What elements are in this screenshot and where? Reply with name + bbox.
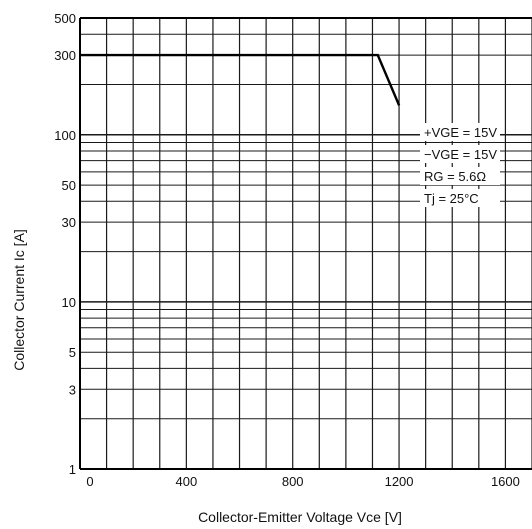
y-tick-label: 10: [62, 295, 76, 310]
annotation-background: [420, 145, 500, 163]
y-tick-label: 50: [62, 178, 76, 193]
y-axis-label: Collector Current Ic [A]: [11, 229, 27, 371]
x-tick-label: 0: [86, 474, 93, 489]
x-tick-label: 800: [282, 474, 304, 489]
y-tick-label: 100: [54, 128, 76, 143]
x-axis-label: Collector-Emitter Voltage Vce [V]: [198, 509, 402, 525]
annotation-text: RG = 5.6Ω: [424, 169, 486, 184]
annotation-background: [420, 189, 500, 207]
annotation-background: [420, 123, 500, 141]
annotation-text: +VGE = 15V: [424, 125, 497, 140]
annotation-text: −VGE = 15V: [424, 147, 497, 162]
plot-frame: [79, 17, 532, 470]
series-group: [80, 53, 401, 106]
x-tick-label: 400: [176, 474, 198, 489]
y-tick-label: 500: [54, 11, 76, 26]
y-tick-label: 300: [54, 48, 76, 63]
y-tick-label: 1: [69, 462, 76, 477]
annotations: +VGE = 15V −VGE = 15V RG = 5.6Ω Tj = 25°C: [420, 123, 500, 207]
series-line: [80, 53, 401, 106]
y-tick-label: 3: [69, 382, 76, 397]
annotation-background: [420, 167, 500, 185]
x-tick-label: 1600: [491, 474, 520, 489]
y-tick-labels: 1 3 5 10 30 50 100 300 500: [54, 11, 76, 477]
x-tick-label: 1200: [385, 474, 414, 489]
x-tick-labels: 0 400 800 1200 1600: [86, 474, 519, 489]
y-tick-label: 5: [69, 345, 76, 360]
annotation-text: Tj = 25°C: [424, 191, 479, 206]
y-tick-label: 30: [62, 215, 76, 230]
